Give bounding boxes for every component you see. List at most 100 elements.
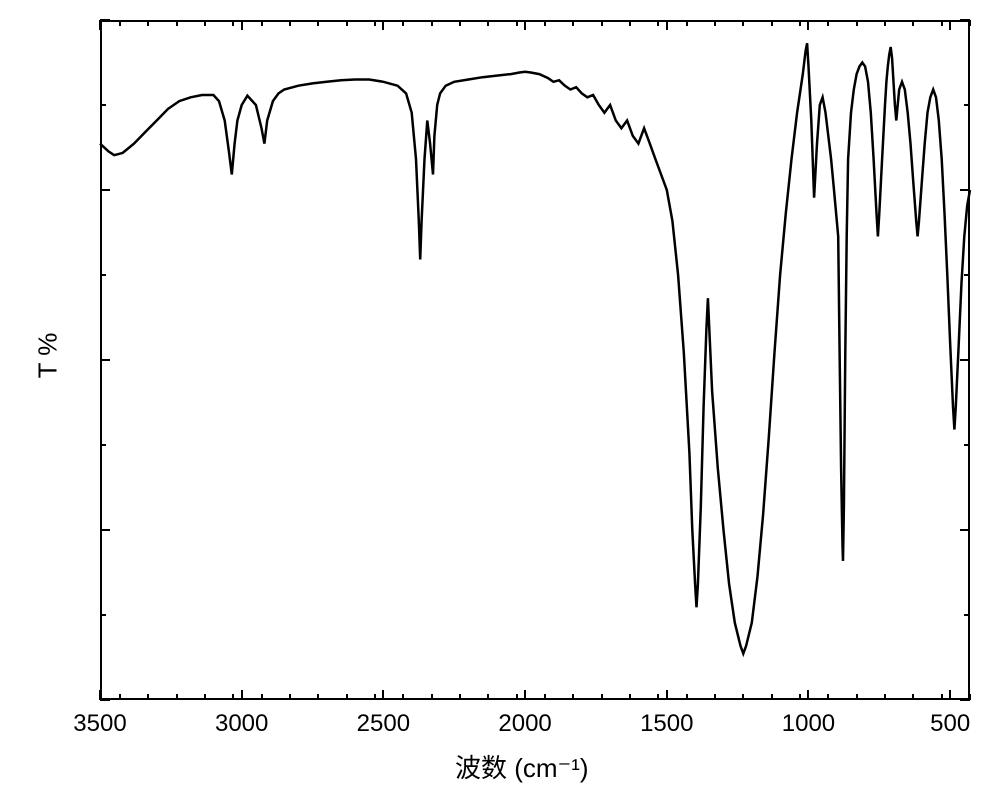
x-tick-minor [799, 694, 801, 700]
x-tick-minor [459, 694, 461, 700]
x-tick-minor [431, 694, 433, 700]
x-tick-minor [176, 694, 178, 700]
x-tick-minor [884, 694, 886, 700]
y-tick-left [100, 19, 110, 21]
x-tick-minor-top [261, 20, 263, 26]
y-tick-left [100, 614, 106, 616]
x-tick-minor-top [544, 20, 546, 26]
ir-spectrum-chart: T % 波数 (cm⁻¹) 3500 3000 2500 2000 1500 1000 50… [0, 0, 1000, 801]
x-tick-minor [771, 694, 773, 700]
x-tick-label: 3500 [60, 710, 140, 738]
y-tick-left [100, 274, 106, 276]
x-tick-major [949, 690, 951, 700]
x-tick-minor [912, 694, 914, 700]
x-tick-minor-top [147, 20, 149, 26]
x-tick-label: 1500 [627, 710, 707, 738]
x-tick-minor [856, 694, 858, 700]
x-tick-label: 1000 [768, 710, 848, 738]
y-tick-right [964, 614, 970, 616]
x-tick-major [382, 690, 384, 700]
x-tick-major-top [949, 20, 951, 30]
x-tick-minor-top [629, 20, 631, 26]
x-tick-minor-top [912, 20, 914, 26]
x-tick-minor [487, 694, 489, 700]
x-tick-minor-top [827, 20, 829, 26]
x-tick-minor [119, 694, 121, 700]
x-tick-minor-top [657, 20, 659, 26]
x-tick-minor-top [601, 20, 603, 26]
x-tick-minor-top [459, 20, 461, 26]
x-tick-minor [686, 694, 688, 700]
x-tick-minor [544, 694, 546, 700]
y-tick-right [964, 104, 970, 106]
y-axis-label: T % [32, 333, 63, 379]
x-tick-minor-top [176, 20, 178, 26]
y-tick-left [100, 359, 110, 361]
x-tick-minor [827, 694, 829, 700]
chart-svg [0, 0, 1000, 801]
x-tick-minor [261, 694, 263, 700]
x-axis-label: 波数 (cm⁻¹) [455, 748, 589, 785]
x-tick-minor [714, 694, 716, 700]
x-tick-minor [204, 694, 206, 700]
x-tick-label: 500 [910, 710, 990, 738]
x-tick-major [666, 690, 668, 700]
x-tick-major-top [241, 20, 243, 30]
x-tick-minor-top [516, 20, 518, 26]
x-tick-minor [629, 694, 631, 700]
x-tick-minor-top [232, 20, 234, 26]
x-tick-minor-top [374, 20, 376, 26]
x-tick-minor-top [289, 20, 291, 26]
x-tick-major [524, 690, 526, 700]
y-tick-right [960, 19, 970, 21]
y-tick-left [100, 104, 106, 106]
x-tick-minor-top [884, 20, 886, 26]
spectrum-line [100, 43, 970, 653]
x-tick-minor [657, 694, 659, 700]
y-tick-right [960, 529, 970, 531]
x-tick-minor [402, 694, 404, 700]
x-tick-minor [346, 694, 348, 700]
x-tick-minor-top [572, 20, 574, 26]
y-tick-left [100, 444, 106, 446]
x-tick-minor [289, 694, 291, 700]
y-tick-right [964, 444, 970, 446]
x-tick-minor [572, 694, 574, 700]
x-tick-minor-top [346, 20, 348, 26]
x-tick-minor [147, 694, 149, 700]
x-tick-major [807, 690, 809, 700]
x-tick-minor-top [487, 20, 489, 26]
x-tick-minor-top [941, 20, 943, 26]
y-tick-left [100, 529, 110, 531]
x-tick-minor-top [317, 20, 319, 26]
x-tick-minor-top [402, 20, 404, 26]
x-tick-minor-top [742, 20, 744, 26]
x-tick-label: 2000 [485, 710, 565, 738]
x-tick-minor-top [799, 20, 801, 26]
x-tick-label: 2500 [343, 710, 423, 738]
x-tick-major-top [382, 20, 384, 30]
x-tick-major [241, 690, 243, 700]
x-tick-minor [742, 694, 744, 700]
x-tick-label: 3000 [202, 710, 282, 738]
x-tick-minor [601, 694, 603, 700]
x-tick-minor-top [431, 20, 433, 26]
x-tick-minor-top [714, 20, 716, 26]
x-tick-minor-top [119, 20, 121, 26]
y-tick-right [960, 699, 970, 701]
x-tick-major-top [524, 20, 526, 30]
y-tick-left [100, 699, 110, 701]
x-tick-minor [317, 694, 319, 700]
x-tick-major-top [807, 20, 809, 30]
x-tick-minor-top [204, 20, 206, 26]
y-tick-left [100, 189, 110, 191]
y-tick-right [960, 189, 970, 191]
x-tick-minor [374, 694, 376, 700]
x-tick-minor-top [771, 20, 773, 26]
x-tick-minor [941, 694, 943, 700]
x-tick-minor [232, 694, 234, 700]
x-tick-major-top [99, 20, 101, 30]
y-tick-right [964, 274, 970, 276]
x-tick-minor-top [856, 20, 858, 26]
x-tick-minor-top [686, 20, 688, 26]
